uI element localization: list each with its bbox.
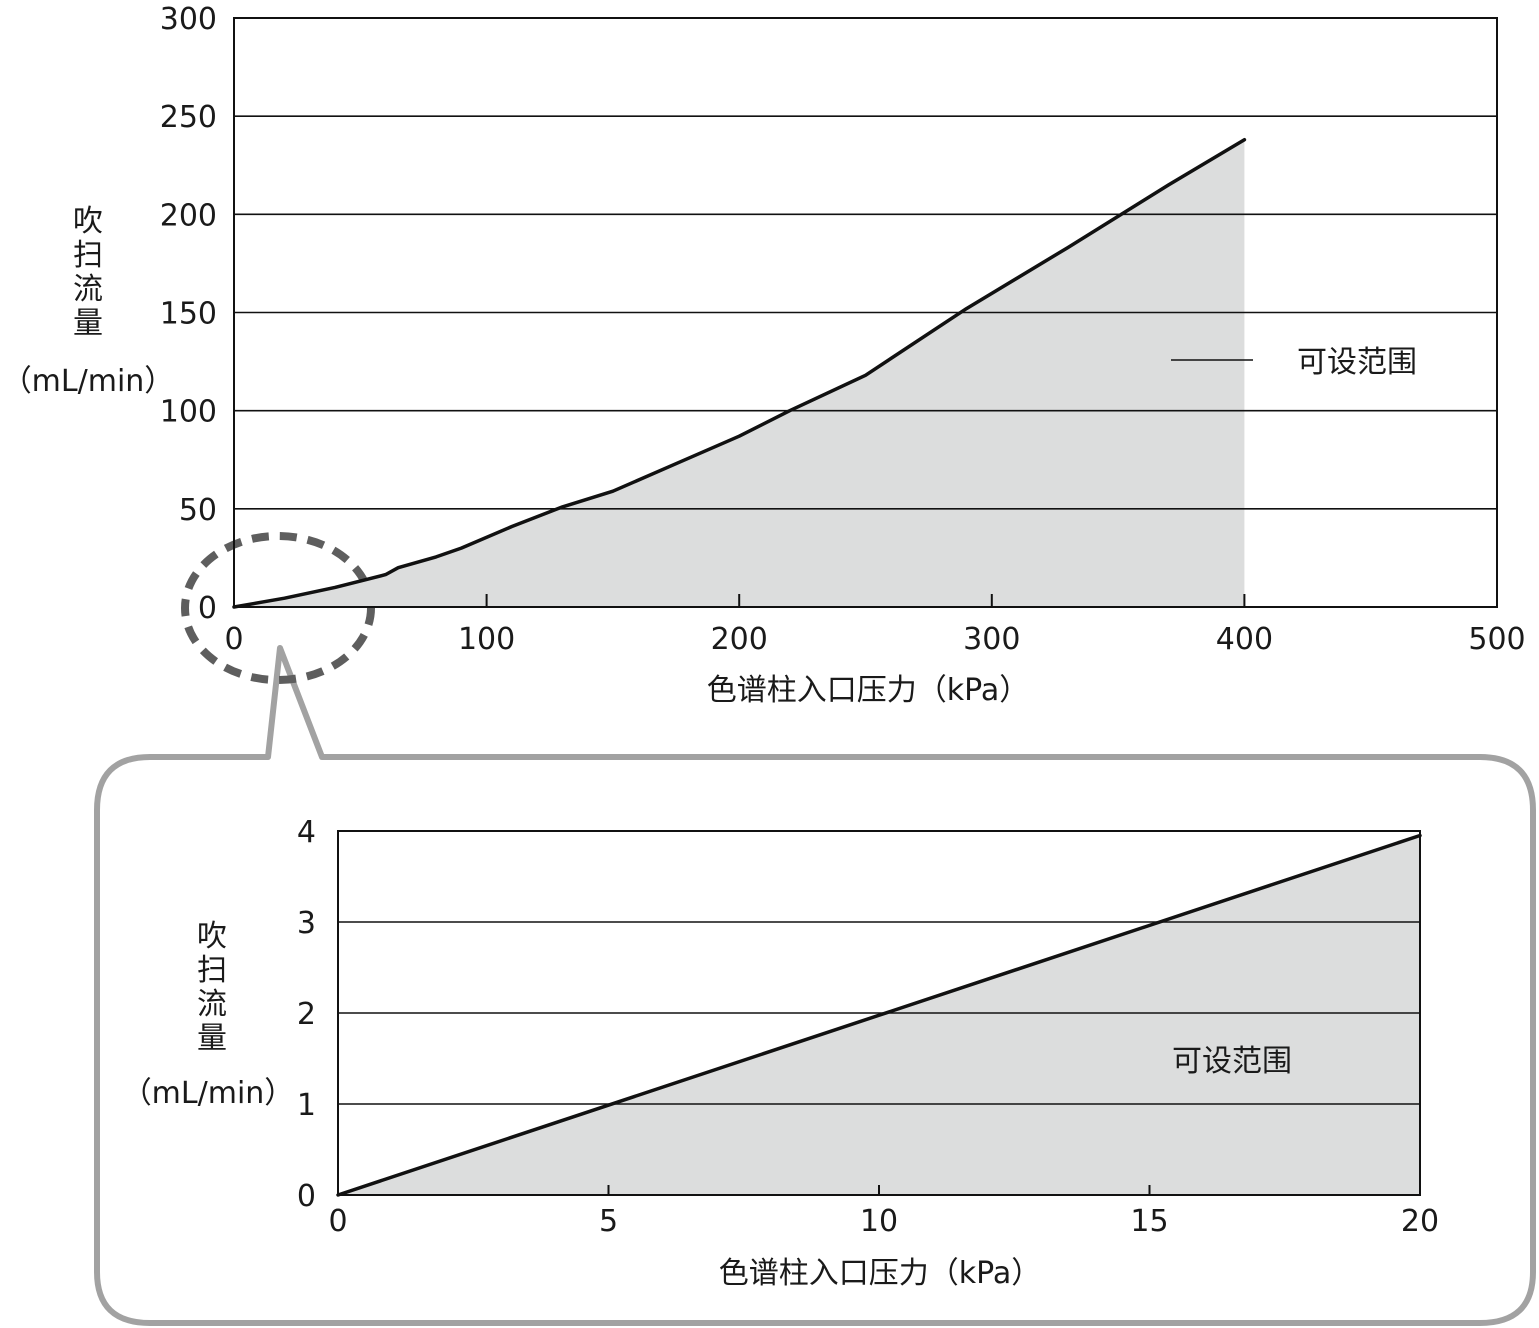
inset-x-tick-label-15: 15: [1130, 1204, 1168, 1239]
main-y-tick-label-250: 250: [160, 100, 217, 135]
main-y-tick-label-200: 200: [160, 198, 217, 233]
inset-y-axis-title-char-2: 扫: [197, 953, 227, 988]
inset-y-axis-title-char-1: 吹: [197, 919, 227, 954]
main-y-axis-title-char-4: 量: [73, 306, 103, 341]
inset-x-tick-label-10: 10: [860, 1204, 898, 1239]
inset-x-tick-label-0: 0: [328, 1204, 347, 1239]
main-x-axis-title: 色谱柱入口压力（kPa）: [707, 673, 1030, 708]
inset-y-tick-labels: 0 1 2 3 4: [297, 815, 316, 1214]
main-x-tick-label-500: 500: [1468, 622, 1525, 657]
inset-tick-marks: [607, 1185, 1151, 1195]
inset-y-axis-unit: （mL/min）: [122, 1076, 295, 1111]
main-y-tick-label-150: 150: [160, 297, 217, 332]
inset-y-axis-title-char-4: 量: [197, 1021, 227, 1056]
inset-x-axis-title: 色谱柱入口压力（kPa）: [719, 1256, 1042, 1291]
main-flow-curve: [232, 137, 1247, 609]
inset-area-label: 可设范围: [1172, 1044, 1292, 1079]
inset-y-tick-label-2: 2: [297, 997, 316, 1032]
main-y-tick-label-50: 50: [179, 493, 217, 528]
inset-chart: 0 1 2 3 4 0 5 10 15 20 可设范围 色谱柱入口压力（kPa） 吹 扫 流 量…: [122, 815, 1439, 1291]
main-settable-range-area: [234, 139, 1245, 607]
main-gridlines: [234, 115, 1497, 510]
main-plot-frame: [233, 17, 1498, 608]
inset-x-tick-label-5: 5: [599, 1204, 618, 1239]
main-x-tick-label-300: 300: [963, 622, 1020, 657]
main-y-tick-labels: 0 50 100 150 200 250 300: [160, 2, 217, 626]
main-tick-marks: [485, 594, 1246, 607]
main-x-tick-label-100: 100: [458, 622, 515, 657]
main-y-tick-label-100: 100: [160, 395, 217, 430]
main-x-tick-labels: 0 100 200 300 400 500: [224, 622, 1525, 657]
inset-x-tick-label-20: 20: [1401, 1204, 1439, 1239]
inset-y-tick-label-4: 4: [297, 815, 316, 850]
inset-y-axis-title-char-3: 流: [197, 987, 227, 1022]
main-x-tick-label-200: 200: [711, 622, 768, 657]
inset-gridlines: [338, 921, 1420, 1105]
main-chart: 0 50 100 150 200 250 300 0 100 200 300 400 500 可设范围…: [2, 2, 1526, 708]
main-y-axis-title-char-1: 吹: [73, 204, 103, 239]
main-y-axis-title-char-2: 扫: [73, 238, 103, 273]
main-y-axis-title-char-3: 流: [73, 272, 103, 307]
main-y-axis-unit: （mL/min）: [2, 364, 175, 399]
inset-y-tick-label-3: 3: [297, 906, 316, 941]
main-y-tick-label-0: 0: [198, 591, 217, 626]
main-legend-label: 可设范围: [1297, 345, 1417, 380]
inset-x-tick-labels: 0 5 10 15 20: [328, 1204, 1439, 1239]
inset-y-tick-label-0: 0: [297, 1179, 316, 1214]
main-x-tick-label-400: 400: [1216, 622, 1273, 657]
inset-y-tick-label-1: 1: [297, 1088, 316, 1123]
inset-flow-line: [336, 833, 1422, 1197]
main-y-tick-label-300: 300: [160, 2, 217, 37]
main-x-tick-label-0: 0: [224, 622, 243, 657]
